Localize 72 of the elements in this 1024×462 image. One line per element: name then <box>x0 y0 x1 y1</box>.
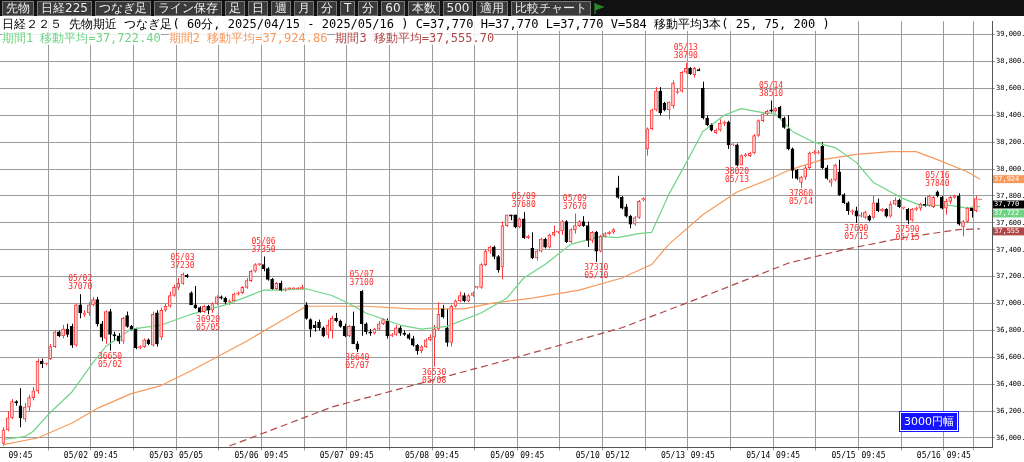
x-tick-label: 05/06 <box>234 451 259 461</box>
x-tick-label: 09:45 <box>946 451 971 461</box>
text: 日 <box>247 0 268 16</box>
annotation: 37600 05/15 <box>844 223 869 241</box>
text: 適用 <box>476 0 509 16</box>
x-tick-label: 09:45 <box>434 451 460 461</box>
x-tick-label: 05/12 <box>605 451 630 461</box>
candlestick <box>445 308 449 348</box>
text: 足 <box>224 0 245 16</box>
annotation: 37310 05/10 <box>584 262 609 280</box>
annotation: 05/16 37840 <box>925 170 950 188</box>
annotation: 05/14 38510 <box>759 80 784 98</box>
annotation: 36640 05/07 <box>345 353 370 371</box>
x-tick-label: 09:45 <box>776 451 801 461</box>
annotation: 05/07 37100 <box>349 270 374 288</box>
annotation: 37860 05/14 <box>788 188 814 206</box>
text: 500 <box>442 0 474 16</box>
text: 週 <box>270 0 291 16</box>
text: 分 <box>358 0 379 16</box>
text: 先物 <box>2 0 34 16</box>
text: 期間1 移動平均=37,722.40 <box>2 31 161 45</box>
x-tick-label: 05/09 <box>490 451 515 461</box>
annotation: 05/03 37230 <box>170 252 195 270</box>
candlestick <box>671 79 675 110</box>
candlestick <box>585 221 590 248</box>
annotation: 05/06 37350 <box>251 236 276 254</box>
x-tick-label: 05/05 <box>179 451 204 461</box>
x-tick-label: 09:45 <box>349 451 374 461</box>
text: 日経225 <box>37 0 92 16</box>
text: 60 <box>381 0 405 16</box>
text: 期間2 移動平均=37,924.86 <box>168 31 328 45</box>
x-tick-label: 09:45 <box>861 451 886 461</box>
x-tick-label: 09:45 <box>264 451 289 461</box>
x-tick-label: 09:45 <box>93 451 118 461</box>
x-tick-label: 09:45 <box>690 451 716 461</box>
candlestick <box>22 402 27 423</box>
text: T <box>339 0 356 16</box>
x-tick-label: 05/16 <box>916 451 942 461</box>
candlestick <box>329 315 334 339</box>
text: 本数 <box>407 0 440 16</box>
x-tick-label: 05/13 <box>660 451 686 461</box>
text: 比較チャート <box>511 0 592 16</box>
annotation: 36650 05/02 <box>97 351 123 369</box>
annotation: 37590 05/15 <box>895 225 920 243</box>
text: 分 <box>316 0 337 16</box>
candlestick <box>573 212 577 235</box>
annotation: 05/02 37070 <box>68 274 93 292</box>
candlestick <box>10 398 14 420</box>
candlestick <box>654 86 658 112</box>
x-tick-label: 05/10 <box>575 451 600 461</box>
annotation: 05/09 37670 <box>562 193 588 211</box>
annotation: 05/09 37680 <box>511 192 536 210</box>
x-tick-label: 05/07 <box>319 451 345 461</box>
text: つなぎ足 <box>94 0 151 16</box>
candlestick <box>637 199 641 220</box>
chart-title: 日経２２５ 先物期近 つなぎ足( 60分, 2025/04/15 - 2025/05/16 ) C=37,770 H=37,770 L=37,770 V=584 移動平均3本( 25, 75, 200 ) <box>2 17 830 31</box>
candlestick <box>752 133 756 155</box>
annotation: 38020 05/13 <box>724 167 750 185</box>
x-tick-label: 05/03 <box>149 451 174 461</box>
x-tick-label: 05/02 <box>63 451 89 461</box>
text: 月 <box>293 0 314 16</box>
x-tick-label: 05/08 <box>405 451 430 461</box>
x-tick-label: 09:45 <box>520 451 545 461</box>
annotation: 36920 05/05 <box>196 315 221 333</box>
x-tick-label: 09:45 <box>8 451 33 461</box>
x-tick-label: 05/14 <box>746 451 771 461</box>
x-tick-label: 05/15 <box>831 451 856 461</box>
text: 期間3 移動平均=37,555.70 <box>335 31 495 45</box>
candlestick <box>5 410 10 432</box>
text: ライン保存 <box>153 0 222 16</box>
annotation: 05/13 38790 <box>673 42 698 60</box>
annotation: 3000円幅 <box>900 412 958 431</box>
